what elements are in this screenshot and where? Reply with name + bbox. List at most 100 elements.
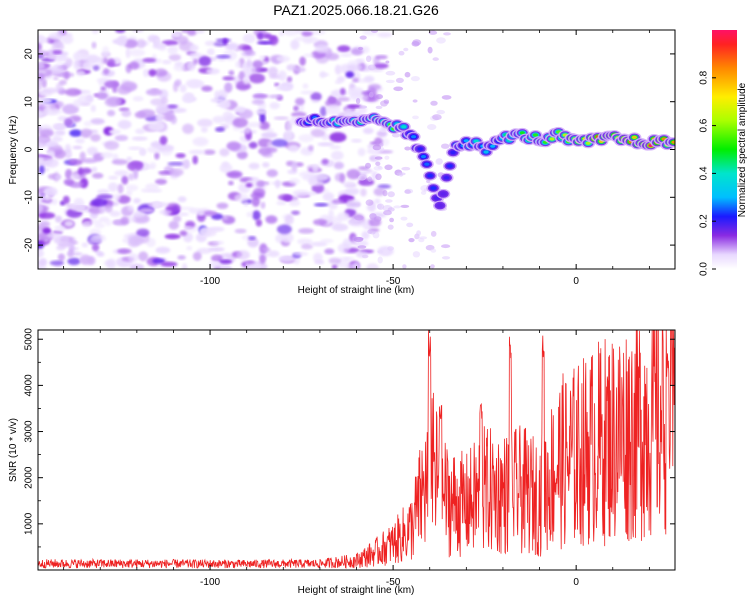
- noise-blob: [59, 79, 67, 86]
- noise-blob: [246, 58, 252, 68]
- noise-blob: [366, 263, 379, 269]
- noise-blob: [228, 180, 234, 186]
- noise-blob: [111, 159, 129, 165]
- noise-blob: [87, 220, 103, 224]
- noise-blob: [302, 83, 309, 89]
- spectrogram-noise-field: [38, 30, 452, 269]
- noise-blob: [360, 188, 367, 197]
- noise-blob: [252, 93, 269, 99]
- noise-blob: [79, 52, 89, 61]
- noise-blob: [385, 70, 396, 76]
- noise-blob: [222, 76, 235, 81]
- noise-blob: [152, 43, 166, 50]
- noise-blob: [246, 211, 253, 218]
- noise-blob: [291, 210, 300, 216]
- signal-blob: [427, 174, 433, 178]
- noise-blob: [83, 121, 92, 127]
- noise-blob: [288, 144, 299, 153]
- noise-blob: [303, 53, 315, 58]
- noise-blob: [243, 77, 250, 85]
- noise-blob: [125, 184, 139, 191]
- noise-blob: [395, 77, 404, 83]
- noise-blob: [276, 55, 290, 63]
- noise-blob: [284, 214, 294, 225]
- noise-blob: [333, 161, 345, 170]
- noise-blob: [274, 82, 280, 87]
- noise-blob: [158, 170, 172, 175]
- colorbar-tick-label: 0.6: [699, 118, 710, 132]
- noise-blob: [50, 198, 58, 205]
- noise-blob: [348, 218, 366, 227]
- noise-blob: [92, 243, 100, 252]
- noise-blob: [79, 151, 86, 162]
- noise-blob: [247, 263, 260, 269]
- noise-blob: [63, 178, 75, 186]
- noise-blob: [331, 264, 338, 269]
- noise-blob: [69, 129, 83, 137]
- noise-blob: [48, 65, 65, 73]
- noise-blob: [206, 48, 215, 56]
- noise-blob: [232, 117, 249, 128]
- noise-blob: [336, 76, 346, 83]
- noise-blob: [331, 150, 344, 161]
- noise-blob: [109, 210, 121, 217]
- noise-blob: [38, 73, 45, 81]
- noise-blob: [322, 192, 335, 202]
- colorbar: 0.0 0.2 0.4 0.6 0.8 Normalized spectral ampl…: [699, 30, 748, 276]
- signal-blob: [411, 135, 417, 139]
- noise-blob: [361, 91, 372, 96]
- noise-blob: [354, 215, 364, 221]
- noise-blob: [384, 164, 393, 171]
- noise-blob: [268, 35, 277, 41]
- noise-blob: [293, 105, 299, 112]
- noise-blob: [127, 205, 135, 212]
- noise-blob: [73, 59, 81, 70]
- noise-blob: [167, 45, 179, 55]
- noise-blob: [103, 68, 110, 75]
- colorbar-gradient: [712, 30, 737, 269]
- noise-blob: [201, 126, 208, 133]
- noise-blob: [369, 230, 376, 235]
- noise-blob: [300, 90, 314, 95]
- noise-blob: [309, 180, 324, 187]
- noise-blob: [340, 87, 346, 96]
- noise-blob: [368, 83, 381, 91]
- noise-blob: [78, 94, 90, 105]
- noise-blob: [92, 65, 100, 71]
- noise-blob: [236, 250, 250, 260]
- noise-blob: [132, 210, 146, 218]
- noise-blob: [427, 124, 437, 130]
- noise-blob: [267, 250, 280, 258]
- noise-blob: [38, 265, 47, 269]
- noise-blob: [256, 180, 265, 188]
- noise-blob: [385, 199, 393, 203]
- noise-blob: [192, 155, 198, 165]
- noise-blob: [143, 68, 149, 78]
- noise-blob: [125, 48, 131, 59]
- noise-blob: [396, 172, 406, 176]
- noise-blob: [104, 204, 113, 213]
- noise-blob: [262, 247, 271, 252]
- noise-blob: [195, 30, 205, 34]
- noise-blob: [314, 259, 325, 265]
- noise-blob: [172, 215, 182, 223]
- spectrogram-x-ticks: -100 -50 0: [63, 30, 650, 287]
- noise-blob: [150, 98, 166, 106]
- noise-blob: [391, 133, 401, 138]
- noise-blob: [288, 178, 300, 185]
- noise-blob: [212, 115, 226, 124]
- noise-blob: [148, 121, 165, 131]
- noise-blob: [228, 70, 235, 76]
- noise-blob: [245, 183, 253, 188]
- noise-blob: [108, 175, 119, 180]
- noise-blob: [70, 173, 80, 180]
- noise-blob: [151, 202, 169, 207]
- noise-blob: [51, 41, 65, 52]
- noise-blob: [54, 236, 71, 245]
- noise-blob: [159, 209, 172, 215]
- noise-blob: [337, 243, 351, 254]
- noise-blob: [38, 70, 47, 75]
- noise-blob: [178, 212, 189, 217]
- x-tick-label: 0: [573, 577, 579, 588]
- signal-blob: [463, 139, 469, 143]
